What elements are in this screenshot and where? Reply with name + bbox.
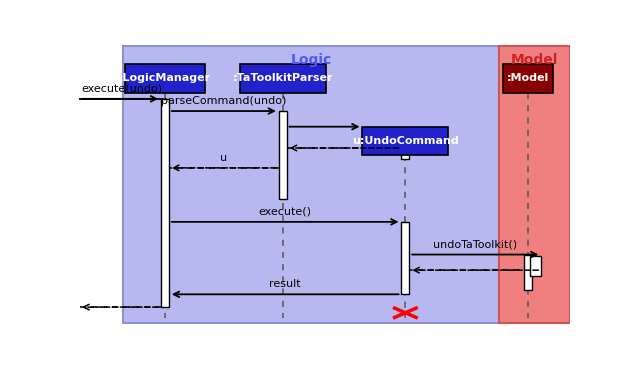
Text: Logic: Logic — [291, 53, 332, 67]
Text: :TaToolkitParser: :TaToolkitParser — [232, 73, 333, 83]
Text: :Model: :Model — [507, 73, 549, 83]
Text: parseCommand(undo): parseCommand(undo) — [161, 96, 287, 106]
Bar — [524, 255, 532, 290]
Bar — [499, 46, 570, 323]
Bar — [401, 148, 410, 159]
Text: :LogicManager: :LogicManager — [119, 73, 211, 83]
Text: execute(): execute() — [259, 207, 311, 217]
Bar — [240, 64, 325, 93]
Text: u: u — [220, 153, 227, 163]
Bar — [401, 222, 410, 294]
Bar — [363, 127, 448, 155]
Bar — [530, 256, 541, 276]
Bar — [279, 111, 287, 199]
Text: u:UndoCommand: u:UndoCommand — [352, 136, 459, 146]
Text: result: result — [270, 279, 301, 289]
Bar — [503, 64, 553, 93]
Bar — [125, 64, 206, 93]
Bar — [123, 46, 499, 323]
Text: Model: Model — [510, 53, 558, 67]
Text: undoTaToolkit(): undoTaToolkit() — [433, 239, 517, 249]
Text: execute(undo): execute(undo) — [82, 84, 163, 94]
Bar — [161, 99, 169, 307]
